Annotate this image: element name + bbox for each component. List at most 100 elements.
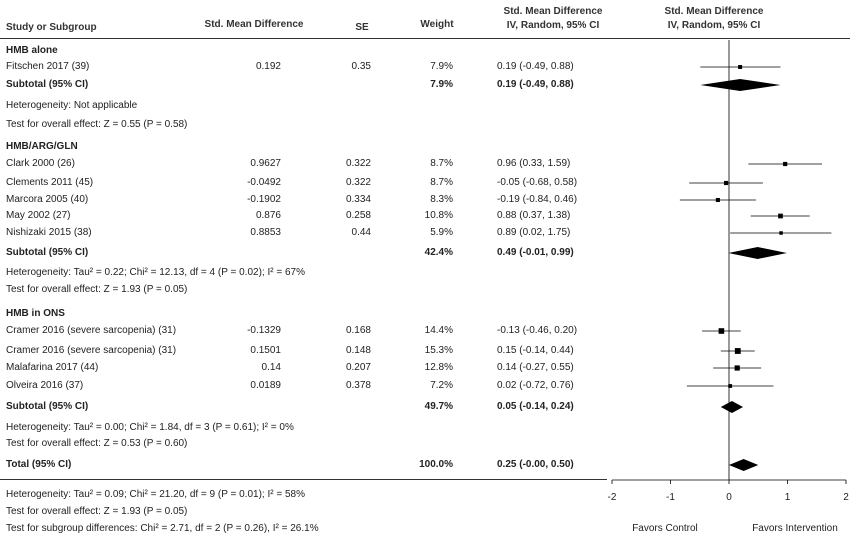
x-tick-label: -2 bbox=[608, 492, 617, 503]
study-weight: 8.7% bbox=[430, 158, 453, 169]
header-plot-line2: IV, Random, 95% CI bbox=[667, 20, 761, 31]
study-se: 0.322 bbox=[345, 177, 371, 188]
study-1-0-point bbox=[783, 161, 788, 167]
x-tick-label: 2 bbox=[843, 492, 849, 503]
study-se: 0.322 bbox=[345, 158, 371, 169]
subgroup-header: HMB alone bbox=[6, 45, 58, 56]
header-ci-line2: IV, Random, 95% CI bbox=[506, 20, 600, 31]
header-smd: Std. Mean Difference bbox=[204, 19, 304, 30]
header-rule bbox=[0, 38, 850, 39]
study-smd: -0.1902 bbox=[247, 194, 281, 205]
header-weight: Weight bbox=[420, 19, 454, 30]
study-weight: 12.8% bbox=[424, 362, 453, 373]
study-name: Marcora 2005 (40) bbox=[6, 194, 89, 205]
study-smd: 0.0189 bbox=[250, 380, 281, 391]
study-weight: 8.7% bbox=[430, 177, 453, 188]
study-smd: 0.8853 bbox=[250, 227, 281, 238]
subtotal-weight: 7.9% bbox=[430, 79, 453, 90]
subtotal-ci: 0.19 (-0.49, 0.88) bbox=[497, 79, 574, 90]
study-1-3-point bbox=[778, 213, 783, 219]
study-ci: 0.02 (-0.72, 0.76) bbox=[497, 380, 574, 391]
study-2-2-point bbox=[734, 365, 740, 371]
x-tick-label: 1 bbox=[785, 492, 791, 503]
study-smd: 0.1501 bbox=[250, 345, 281, 356]
study-2-3-point bbox=[728, 384, 733, 388]
study-se: 0.148 bbox=[345, 345, 371, 356]
study-se: 0.258 bbox=[345, 210, 371, 221]
study-weight: 10.8% bbox=[424, 210, 453, 221]
overall-effect-text: Test for overall effect: Z = 1.93 (P = 0… bbox=[6, 284, 188, 295]
subtotal-ci: 0.05 (-0.14, 0.24) bbox=[497, 401, 574, 412]
heterogeneity-text: Heterogeneity: Tau² = 0.00; Chi² = 1.84,… bbox=[6, 422, 294, 433]
study-ci: -0.05 (-0.68, 0.58) bbox=[497, 177, 578, 188]
study-1-2-point bbox=[715, 197, 720, 203]
study-name: Cramer 2016 (severe sarcopenia) (31) bbox=[6, 325, 177, 336]
study-0-0-point bbox=[738, 65, 743, 69]
study-name: Malafarina 2017 (44) bbox=[6, 362, 99, 373]
study-se: 0.378 bbox=[345, 380, 371, 391]
total-label: Total (95% CI) bbox=[6, 459, 72, 470]
study-se: 0.334 bbox=[345, 194, 371, 205]
study-weight: 14.4% bbox=[424, 325, 453, 336]
header-se: SE bbox=[355, 22, 369, 33]
total-diamond bbox=[729, 459, 759, 471]
study-smd: 0.876 bbox=[255, 210, 281, 221]
subtotal-weight: 49.7% bbox=[424, 401, 453, 412]
study-ci: 0.96 (0.33, 1.59) bbox=[497, 158, 571, 169]
study-weight: 8.3% bbox=[430, 194, 453, 205]
subgroup-header: HMB in ONS bbox=[6, 308, 65, 319]
study-1-1-point bbox=[723, 180, 729, 186]
total-weight: 100.0% bbox=[419, 459, 453, 470]
study-smd: 0.9627 bbox=[250, 158, 281, 169]
study-name: Cramer 2016 (severe sarcopenia) (31) bbox=[6, 345, 177, 356]
subtotal-2-diamond bbox=[720, 401, 744, 413]
study-ci: 0.89 (0.02, 1.75) bbox=[497, 227, 571, 238]
study-smd: 0.14 bbox=[261, 362, 281, 373]
footer-line: Test for overall effect: Z = 1.93 (P = 0… bbox=[6, 506, 188, 517]
study-2-1-point bbox=[734, 348, 741, 354]
header-ci-line1: Std. Mean Difference bbox=[503, 6, 603, 17]
subtotal-label: Subtotal (95% CI) bbox=[6, 79, 89, 90]
x-tick-label: 0 bbox=[726, 492, 732, 503]
footer-line: Test for subgroup differences: Chi² = 2.… bbox=[6, 523, 319, 534]
subgroup-header: HMB/ARG/GLN bbox=[6, 141, 78, 152]
x-tick-label: -1 bbox=[666, 492, 675, 503]
study-ci: 0.14 (-0.27, 0.55) bbox=[497, 362, 574, 373]
overall-effect-text: Test for overall effect: Z = 0.55 (P = 0… bbox=[6, 119, 188, 130]
study-se: 0.207 bbox=[345, 362, 371, 373]
study-name: Nishizaki 2015 (38) bbox=[6, 227, 92, 238]
subtotal-label: Subtotal (95% CI) bbox=[6, 401, 89, 412]
study-weight: 15.3% bbox=[424, 345, 453, 356]
study-ci: 0.15 (-0.14, 0.44) bbox=[497, 345, 574, 356]
study-name: Clements 2011 (45) bbox=[6, 177, 94, 188]
subtotal-0-diamond bbox=[700, 79, 781, 91]
subtotal-label: Subtotal (95% CI) bbox=[6, 247, 89, 258]
footer-line: Heterogeneity: Tau² = 0.09; Chi² = 21.20… bbox=[6, 489, 305, 500]
study-smd: 0.192 bbox=[255, 61, 281, 72]
study-name: May 2002 (27) bbox=[6, 210, 71, 221]
study-1-4-point bbox=[779, 231, 783, 235]
study-weight: 5.9% bbox=[430, 227, 453, 238]
study-ci: -0.19 (-0.84, 0.46) bbox=[497, 194, 578, 205]
study-name: Olveira 2016 (37) bbox=[6, 380, 84, 391]
study-smd: -0.1329 bbox=[247, 325, 281, 336]
table-bottom-rule bbox=[0, 479, 607, 480]
subtotal-ci: 0.49 (-0.01, 0.99) bbox=[497, 247, 574, 258]
heterogeneity-text: Heterogeneity: Not applicable bbox=[6, 100, 138, 111]
study-smd: -0.0492 bbox=[247, 177, 281, 188]
study-ci: 0.88 (0.37, 1.38) bbox=[497, 210, 571, 221]
subtotal-1-diamond bbox=[728, 247, 787, 259]
favors-intervention-label: Favors Intervention bbox=[752, 523, 838, 534]
total-ci: 0.25 (-0.00, 0.50) bbox=[497, 459, 574, 470]
study-se: 0.44 bbox=[351, 227, 371, 238]
header-plot-line1: Std. Mean Difference bbox=[664, 6, 764, 17]
study-se: 0.168 bbox=[345, 325, 371, 336]
study-weight: 7.9% bbox=[430, 61, 453, 72]
overall-effect-text: Test for overall effect: Z = 0.53 (P = 0… bbox=[6, 438, 188, 449]
subtotal-weight: 42.4% bbox=[424, 247, 453, 258]
study-2-0-point bbox=[718, 328, 725, 334]
study-name: Clark 2000 (26) bbox=[6, 158, 75, 169]
study-se: 0.35 bbox=[351, 61, 371, 72]
study-weight: 7.2% bbox=[430, 380, 453, 391]
